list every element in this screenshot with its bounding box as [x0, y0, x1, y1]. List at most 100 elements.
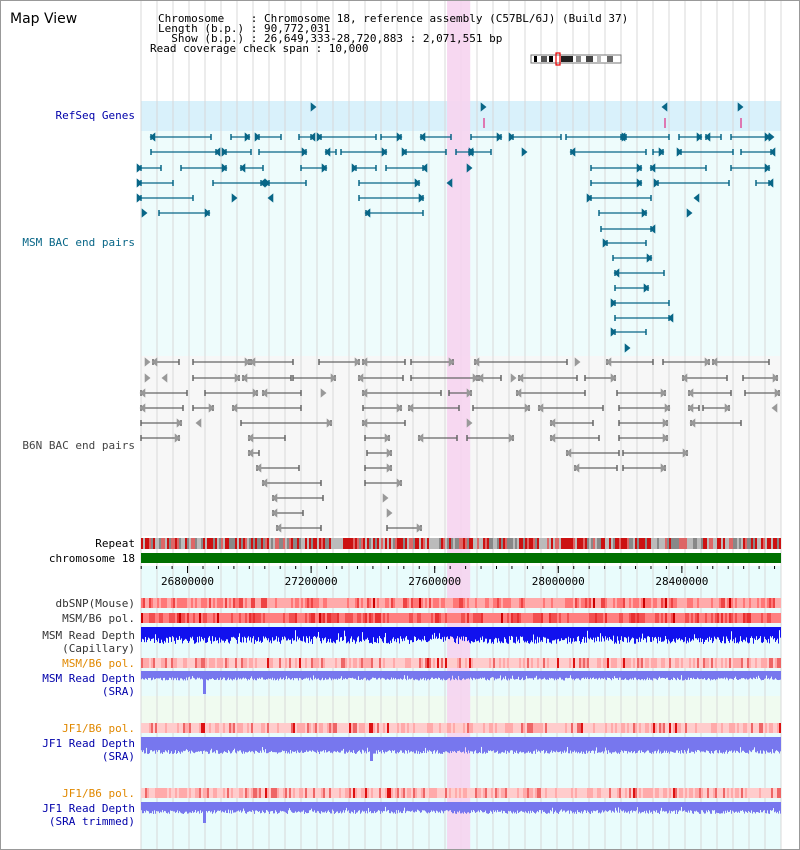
jf1-trimmed-depth-bar [186, 802, 187, 812]
msm-b6-pol-sra-heat-cell [713, 658, 715, 668]
repeat-segment [663, 538, 665, 549]
jf1-sra-depth-bar [240, 737, 241, 751]
repeat-segment [667, 538, 669, 549]
msm-b6-pol-heat-cell [693, 613, 695, 623]
msm-b6-pol-sra-heat-cell [601, 658, 603, 668]
msm-b6-pol-sra-heat-cell [469, 658, 471, 668]
jf1-sra-depth-bar [516, 737, 517, 751]
msm-bac-end-pair-features[interactable] [136, 132, 776, 353]
jf1-trimmed-depth-bar [636, 802, 637, 811]
msm-b6-pol-sra-heat-cell [383, 658, 385, 668]
chromosome-bar[interactable] [141, 553, 781, 563]
jf1-sra-depth-bar [566, 737, 567, 752]
dbsnp-heat-cell [345, 598, 347, 608]
msm-capillary-depth-bar [160, 627, 161, 644]
msm-capillary-depth-bar [760, 627, 761, 637]
jf1-b6-pol-heat-cell [263, 723, 265, 733]
msm-sra-depth-bar [578, 671, 579, 679]
msm-sra-depth-bar [217, 671, 218, 679]
msm-b6-pol-heat-cell [637, 613, 639, 623]
jf1-sra-depth-bar [663, 737, 664, 753]
msm-bac-end [649, 163, 656, 173]
dbsnp-heat-cell [453, 598, 455, 608]
jf1-sra-depth-bar [205, 737, 206, 752]
jf1-trimmed-depth-bar [279, 802, 280, 813]
msm-capillary-depth-bar [613, 627, 614, 636]
jf1-sra-depth-bar [293, 737, 294, 752]
repeat-segment [589, 538, 591, 549]
msm-b6-pol-sra-heat-cell [411, 658, 413, 668]
msm-sra-depth-bar [665, 671, 666, 679]
jf1-trimmed-depth-bar [653, 802, 654, 811]
jf1-trimmed-depth-bar [400, 802, 401, 812]
jf1-b6-pol-heat-cell [553, 723, 555, 733]
jf1-trimmed-depth-bar [560, 802, 561, 811]
msm-b6-pol-heat-cell [337, 613, 339, 623]
jf1-b6-pol-trimmed-heat-cell [183, 788, 185, 798]
jf1-b6-pol-heat-cell [251, 723, 253, 733]
msm-b6-pol-heat-cell [671, 613, 673, 623]
repeat-segment [277, 538, 279, 549]
msm-capillary-depth-bar [248, 627, 249, 637]
jf1-b6-pol-trimmed-heat-cell [327, 788, 329, 798]
msm-b6-pol-heat-cell [437, 613, 439, 623]
msm-capillary-depth-bar [758, 627, 759, 640]
msm-sra-depth-bar [376, 671, 377, 680]
refseq-gene-features[interactable] [310, 102, 744, 128]
repeat-segment [427, 538, 429, 549]
jf1-sra-depth-bar [533, 737, 534, 752]
msm-capillary-depth-bar [502, 627, 503, 643]
msm-capillary-depth-bar [414, 627, 415, 637]
msm-sra-depth-bar [759, 671, 760, 678]
jf1-b6-pol-trimmed-heat-cell [593, 788, 595, 798]
msm-capillary-depth-bar [216, 627, 217, 641]
msm-capillary-depth-bar [695, 627, 696, 639]
jf1-sra-depth-bar [284, 737, 285, 751]
repeat-segment [643, 538, 645, 549]
repeat-segment [287, 538, 289, 549]
jf1-sra-depth-bar [236, 737, 237, 754]
msm-b6-pol-sra-heat-cell [221, 658, 223, 668]
msm-b6-pol-heat-cell [615, 613, 617, 623]
dbsnp-heat-cell [579, 598, 581, 608]
jf1-b6-pol-heat-cell [415, 723, 417, 733]
dbsnp-heat-cell [373, 598, 375, 608]
msm-sra-depth-bar [446, 671, 447, 681]
jf1-sra-depth-bar [690, 737, 691, 753]
jf1-sra-depth-bar [322, 737, 323, 752]
jf1-trimmed-depth-bar [203, 802, 204, 823]
msm-b6-pol-sra-heat-cell [703, 658, 705, 668]
dbsnp-heat-cell [185, 598, 187, 608]
read-depth-tracks[interactable] [141, 627, 781, 823]
dbsnp-heat-cell [191, 598, 193, 608]
msm-sra-depth-bar [382, 671, 383, 678]
msm-capillary-depth-bar [409, 627, 410, 644]
msm-b6-pol-sra-heat-cell [541, 658, 543, 668]
msm-capillary-depth-bar [188, 627, 189, 643]
jf1-sra-depth-bar [198, 737, 199, 752]
b6n-bac-end-pair-features[interactable] [139, 357, 781, 533]
msm-sra-depth-bar [471, 671, 472, 679]
msm-capillary-depth-bar [456, 627, 457, 639]
jf1-sra-depth-bar [186, 737, 187, 750]
jf1-b6-pol-heat-cell [327, 723, 329, 733]
jf1-sra-depth-bar [698, 737, 699, 751]
chromosome-ideogram[interactable] [530, 52, 622, 66]
jf1-b6-pol-heat-cell [171, 723, 173, 733]
msm-sra-depth-bar [302, 671, 303, 680]
msm-b6-pol-sra-heat-cell [599, 658, 601, 668]
jf1-b6-pol-trimmed-heat-cell [625, 788, 627, 798]
msm-capillary-depth-bar [711, 627, 712, 638]
jf1-b6-pol-heat-cell [691, 723, 693, 733]
msm-sra-depth-bar [212, 671, 213, 679]
msm-capillary-depth-bar [724, 627, 725, 644]
jf1-sra-depth-bar [361, 737, 362, 754]
heat-tracks[interactable] [141, 598, 781, 798]
jf1-b6-pol-heat-cell [535, 723, 537, 733]
msm-b6-pol-sra-heat-cell [223, 658, 225, 668]
msm-b6-pol-sra-heat-cell [491, 658, 493, 668]
jf1-b6-pol-trimmed-heat-cell [699, 788, 701, 798]
jf1-b6-pol-heat-cell [215, 723, 217, 733]
repeat-track[interactable] [141, 538, 781, 549]
